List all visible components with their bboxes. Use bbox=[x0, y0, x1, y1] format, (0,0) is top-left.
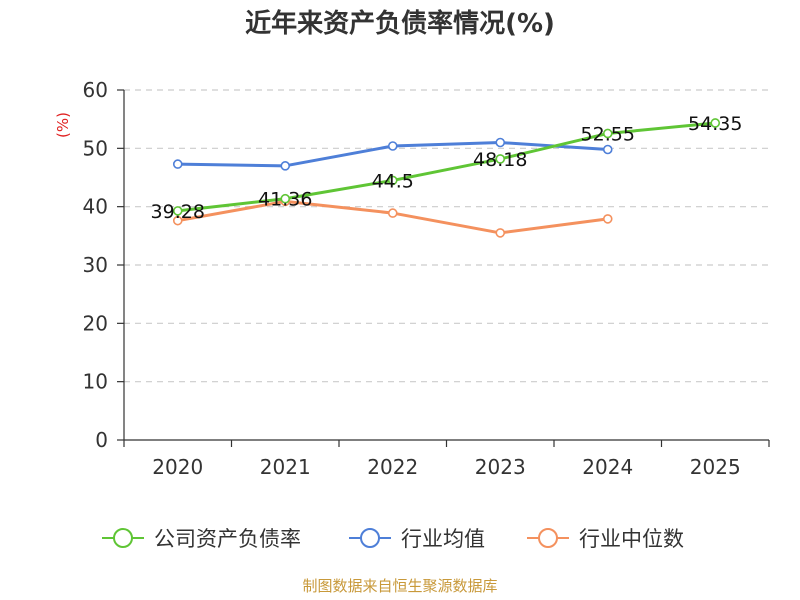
series-line-0 bbox=[177, 121, 716, 213]
legend-label-2: 行业中位数 bbox=[579, 527, 684, 551]
y-tick-label-0: 0 bbox=[95, 428, 108, 452]
data-point-s1-2022 bbox=[387, 141, 398, 151]
x-tick-label-2025: 2025 bbox=[690, 455, 741, 479]
legend-marker-icon bbox=[360, 528, 380, 548]
y-tick-label-10: 10 bbox=[83, 370, 108, 394]
y-axis-unit-label: (%) bbox=[54, 112, 72, 138]
data-point-s0-2024 bbox=[602, 128, 613, 139]
y-tick-label-60: 60 bbox=[83, 78, 108, 102]
series-lines bbox=[172, 118, 721, 238]
legend-marker-icon bbox=[538, 528, 558, 548]
data-point-s2-2022 bbox=[387, 208, 398, 218]
data-point-s0-2025 bbox=[710, 118, 721, 128]
data-point-s0-2021 bbox=[280, 193, 291, 204]
y-tick-label-50: 50 bbox=[83, 136, 108, 160]
data-label-2025: 54.35 bbox=[688, 113, 742, 135]
data-label-2023: 48.18 bbox=[473, 149, 527, 171]
y-tick-label-40: 40 bbox=[83, 195, 108, 219]
legend-item-0[interactable]: 公司资产负债率 bbox=[102, 527, 301, 551]
legend-marker-icon bbox=[113, 528, 133, 548]
data-label-2022: 44.5 bbox=[372, 170, 414, 192]
x-tick-label-2021: 2021 bbox=[260, 455, 311, 479]
legend-item-2[interactable]: 行业中位数 bbox=[527, 527, 684, 551]
data-point-s2-2020 bbox=[172, 215, 183, 226]
data-point-s1-2023 bbox=[495, 137, 506, 148]
data-label-2020: 39.28 bbox=[151, 201, 205, 223]
legend-item-1[interactable]: 行业均值 bbox=[349, 527, 485, 551]
data-point-s2-2023 bbox=[495, 228, 506, 238]
x-tick-label-2024: 2024 bbox=[582, 455, 633, 479]
x-tick-label-2022: 2022 bbox=[367, 455, 418, 479]
x-tick-label-2023: 2023 bbox=[475, 455, 526, 479]
data-point-s0-2023 bbox=[495, 154, 506, 164]
data-source-note: 制图数据来自恒生聚源数据库 bbox=[302, 577, 497, 595]
data-point-s1-2024 bbox=[602, 144, 613, 155]
data-label-2024: 52.55 bbox=[581, 123, 635, 145]
legend-label-0: 公司资产负债率 bbox=[154, 527, 301, 551]
data-point-s0-2020 bbox=[172, 206, 183, 216]
data-labels: 39.28 41.36 44.5 48.18 52.55 54.35 bbox=[151, 113, 743, 223]
data-point-s2-2024 bbox=[602, 214, 613, 224]
gridlines bbox=[124, 89, 769, 383]
y-tick-label-30: 30 bbox=[83, 253, 108, 277]
data-point-s0-2022 bbox=[387, 175, 398, 186]
axes: 0 10 20 30 40 50 60 2020 2021 2022 2023 2024 2025 bbox=[83, 78, 770, 479]
data-point-s1-2020 bbox=[172, 159, 183, 169]
legend-label-1: 行业均值 bbox=[401, 527, 485, 551]
x-tick-label-2020: 2020 bbox=[152, 455, 203, 479]
y-tick-label-20: 20 bbox=[83, 311, 108, 335]
data-label-2021: 41.36 bbox=[258, 189, 312, 211]
chart-title: 近年来资产负债率情况(%) bbox=[245, 8, 555, 39]
data-point-s1-2021 bbox=[280, 161, 291, 171]
legend[interactable]: 公司资产负债率 行业均值 行业中位数 bbox=[102, 527, 684, 551]
